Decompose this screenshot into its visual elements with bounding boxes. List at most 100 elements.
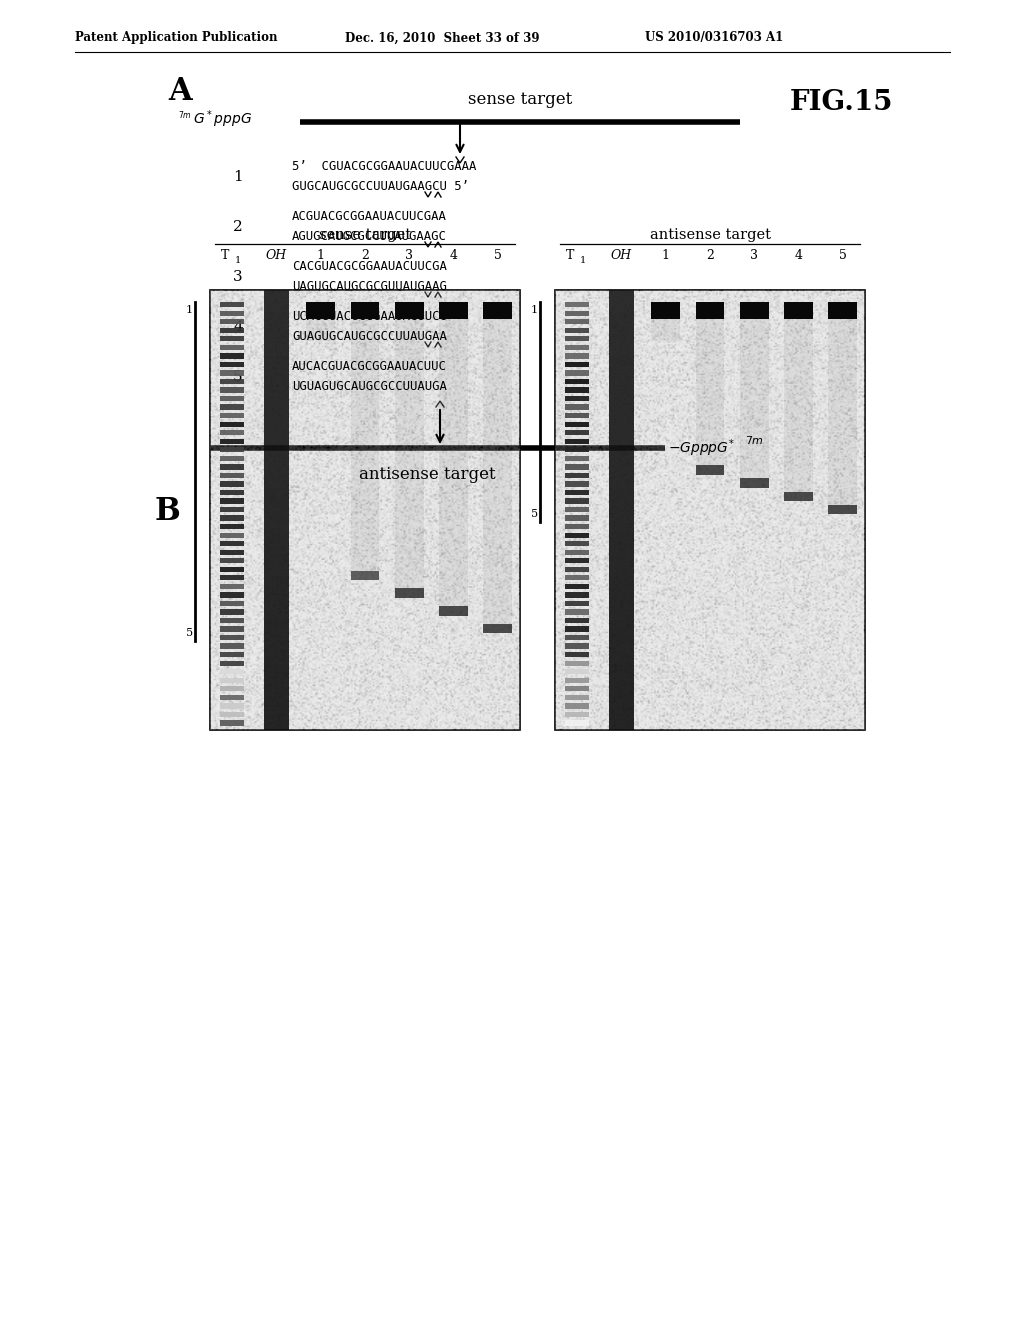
Bar bbox=[220, 421, 245, 426]
Bar bbox=[565, 421, 590, 426]
Bar bbox=[350, 302, 380, 318]
Text: 5: 5 bbox=[839, 249, 847, 261]
Bar bbox=[220, 721, 245, 726]
Bar bbox=[565, 438, 590, 444]
Text: 5: 5 bbox=[494, 249, 502, 261]
Text: 4: 4 bbox=[795, 249, 803, 261]
Text: Dec. 16, 2010  Sheet 33 of 39: Dec. 16, 2010 Sheet 33 of 39 bbox=[345, 32, 540, 45]
Text: GUAGUGCAUGCGCCUUAUGAA: GUAGUGCAUGCGCCUUAUGAA bbox=[292, 330, 446, 343]
Bar bbox=[565, 490, 590, 495]
Bar bbox=[565, 465, 590, 470]
Bar bbox=[220, 387, 245, 392]
Bar bbox=[220, 371, 245, 376]
Bar bbox=[210, 290, 520, 730]
Bar bbox=[220, 583, 245, 589]
Bar bbox=[695, 302, 724, 318]
Bar bbox=[264, 620, 289, 642]
Bar bbox=[565, 327, 590, 333]
Text: CACGUACGCGGAAUACUUCGA: CACGUACGCGGAAUACUUCGA bbox=[292, 260, 446, 273]
Text: 1: 1 bbox=[530, 305, 538, 314]
Bar bbox=[565, 686, 590, 692]
Bar bbox=[264, 532, 289, 554]
Bar bbox=[565, 558, 590, 564]
Bar bbox=[565, 379, 590, 384]
Bar bbox=[350, 318, 380, 581]
Bar bbox=[565, 524, 590, 529]
Text: 3: 3 bbox=[233, 271, 243, 284]
Bar bbox=[695, 465, 724, 475]
Bar bbox=[565, 319, 590, 325]
Bar bbox=[609, 576, 634, 598]
Bar bbox=[565, 507, 590, 512]
Bar bbox=[439, 606, 468, 615]
Bar bbox=[565, 610, 590, 615]
Bar bbox=[220, 549, 245, 554]
Text: $7m$: $7m$ bbox=[745, 434, 763, 446]
Bar bbox=[740, 478, 769, 488]
Bar bbox=[220, 490, 245, 495]
Bar bbox=[483, 623, 512, 634]
Bar bbox=[264, 400, 289, 422]
Bar bbox=[220, 507, 245, 512]
Text: sense target: sense target bbox=[468, 91, 572, 108]
Bar bbox=[740, 302, 769, 318]
Bar bbox=[220, 362, 245, 367]
Bar bbox=[220, 413, 245, 418]
Bar bbox=[220, 652, 245, 657]
Bar bbox=[565, 576, 590, 581]
Text: 5: 5 bbox=[233, 370, 243, 384]
Bar bbox=[565, 337, 590, 342]
Bar bbox=[565, 627, 590, 632]
Bar bbox=[565, 593, 590, 598]
Bar bbox=[220, 627, 245, 632]
Bar bbox=[609, 378, 634, 400]
Bar bbox=[609, 290, 634, 312]
Text: 1: 1 bbox=[581, 256, 587, 265]
Text: 5: 5 bbox=[530, 510, 538, 519]
Bar bbox=[220, 532, 245, 537]
Bar bbox=[220, 566, 245, 572]
Bar bbox=[220, 455, 245, 461]
Bar bbox=[609, 642, 634, 664]
Bar bbox=[264, 488, 289, 510]
Bar bbox=[264, 708, 289, 730]
Bar bbox=[609, 532, 634, 554]
Bar bbox=[264, 422, 289, 444]
Bar bbox=[609, 356, 634, 378]
Bar bbox=[565, 515, 590, 520]
Bar bbox=[264, 290, 289, 312]
Bar bbox=[220, 404, 245, 409]
Bar bbox=[609, 400, 634, 422]
Bar bbox=[220, 379, 245, 384]
Text: 1: 1 bbox=[186, 305, 193, 314]
Bar bbox=[609, 686, 634, 708]
Bar bbox=[220, 541, 245, 546]
Text: A: A bbox=[168, 77, 191, 107]
Bar bbox=[483, 302, 512, 318]
Bar bbox=[264, 378, 289, 400]
Bar bbox=[264, 466, 289, 488]
Bar bbox=[220, 618, 245, 623]
Bar bbox=[609, 290, 634, 730]
Bar bbox=[565, 583, 590, 589]
Bar bbox=[565, 532, 590, 537]
Bar bbox=[784, 302, 813, 318]
Bar bbox=[220, 430, 245, 436]
Bar bbox=[220, 482, 245, 487]
Bar bbox=[565, 694, 590, 700]
Bar bbox=[220, 465, 245, 470]
Text: OH: OH bbox=[611, 249, 632, 261]
Bar bbox=[220, 327, 245, 333]
Bar bbox=[220, 524, 245, 529]
Bar bbox=[220, 319, 245, 325]
Text: 3: 3 bbox=[406, 249, 414, 261]
Text: T: T bbox=[221, 249, 229, 261]
Bar bbox=[609, 510, 634, 532]
Text: ACGUACGCGGAAUACUUCGAA: ACGUACGCGGAAUACUUCGAA bbox=[292, 210, 446, 223]
Bar bbox=[565, 413, 590, 418]
Bar bbox=[395, 589, 424, 598]
Bar bbox=[306, 302, 335, 318]
Bar bbox=[609, 312, 634, 334]
Bar bbox=[264, 554, 289, 576]
Bar bbox=[565, 711, 590, 717]
